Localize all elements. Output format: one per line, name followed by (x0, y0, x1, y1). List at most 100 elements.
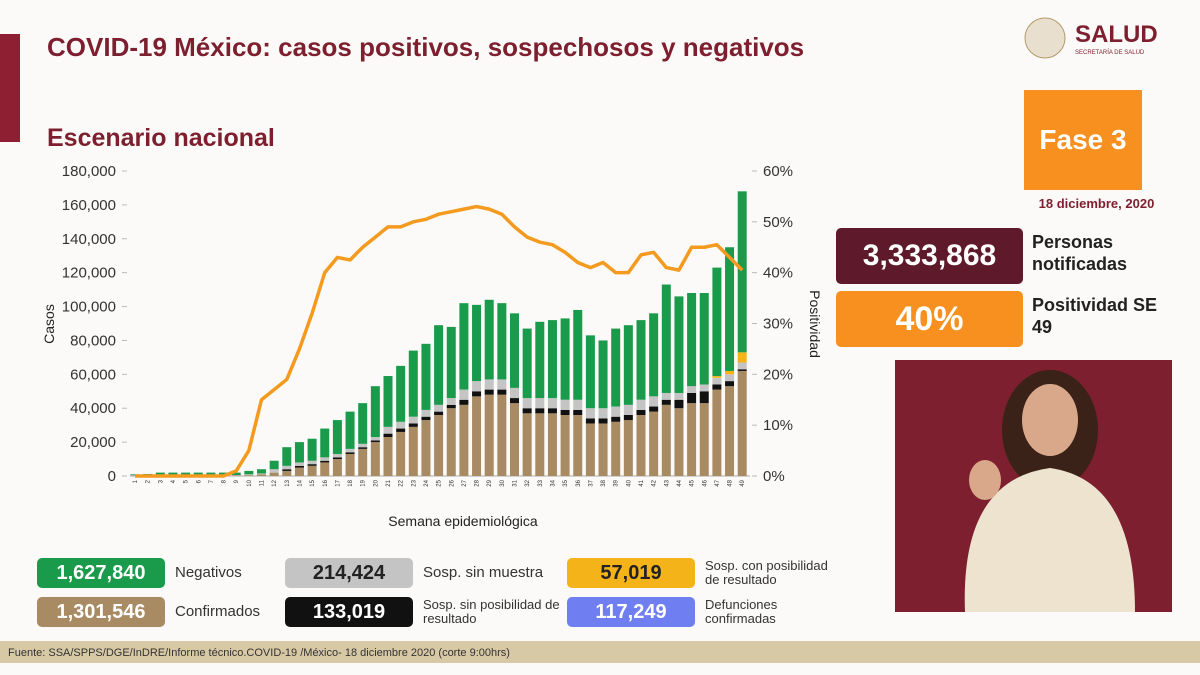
bar-segment (737, 362, 747, 370)
bar-segment (459, 303, 469, 390)
bar-segment (712, 389, 722, 476)
x-tick-label: 27 (462, 479, 468, 486)
x-tick-label: 8 (222, 479, 228, 483)
bar-segment (598, 408, 608, 419)
bar-segment (522, 408, 532, 414)
x-tick-label: 10 (247, 479, 253, 486)
bar-segment (484, 299, 494, 380)
bar-segment (510, 313, 519, 388)
x-tick-label: 33 (538, 479, 544, 486)
bar-segment (712, 267, 722, 377)
x-tick-label: 19 (361, 479, 367, 486)
bar-segment (282, 470, 292, 476)
bar-segment (345, 453, 355, 476)
hand (969, 460, 1001, 500)
bar-segment (497, 394, 507, 476)
bar-segment (522, 328, 532, 399)
bar-segment (712, 384, 722, 390)
bar-segment (231, 474, 241, 476)
x-tick-label: 5 (184, 479, 190, 483)
bar-segment (294, 442, 304, 463)
x-tick-label: 3 (158, 479, 164, 483)
bar-segment (446, 404, 456, 409)
bar-segment (434, 415, 444, 476)
bar-segment (725, 247, 735, 371)
bar-segment (699, 293, 709, 385)
bar-segment (611, 421, 621, 476)
x-tick-label: 9 (234, 479, 240, 483)
bar-segment (206, 472, 216, 475)
y-tick-label: 0 (108, 468, 116, 485)
x-tick-label: 39 (614, 479, 620, 486)
bar-segment (649, 396, 659, 407)
x-tick-label: 6 (196, 479, 202, 483)
y2-tick-label: 50% (763, 214, 793, 231)
x-tick-label: 24 (424, 479, 430, 486)
title: COVID-19 México: casos positivos, sospec… (47, 32, 804, 62)
bar-segment (725, 374, 735, 382)
deaths-label: Defunciones confirmadas (705, 597, 778, 626)
bar-segment (269, 460, 279, 470)
bar-segment (725, 386, 735, 476)
sweater (964, 468, 1135, 612)
x-tick-label: 11 (260, 479, 266, 486)
bar-segment (535, 321, 545, 399)
bar-segment (320, 457, 330, 461)
bar-segment (472, 304, 482, 382)
x-tick-label: 30 (500, 479, 506, 486)
bar-segment (737, 352, 747, 363)
x-tick-label: 46 (702, 479, 708, 486)
bar-segment (661, 392, 671, 400)
x-tick-label: 29 (487, 479, 493, 486)
bar-segment (396, 421, 406, 429)
bar-segment (699, 384, 709, 392)
bar-segment (421, 409, 431, 417)
y-tick-label: 100,000 (62, 299, 116, 316)
deaths-box: 117,249 (567, 597, 695, 627)
bar-segment (320, 460, 330, 463)
bar-segment (598, 340, 608, 409)
bar-segment (623, 404, 633, 415)
bar-segment (257, 474, 266, 476)
x-tick-label: 42 (652, 479, 658, 486)
y-tick-label: 120,000 (62, 265, 116, 282)
bar-segment (408, 426, 418, 476)
bar-segment (623, 415, 633, 421)
indicator-box: 3,333,868 (836, 228, 1023, 284)
bar-segment (674, 408, 684, 476)
bar-segment (358, 443, 368, 448)
bar-segment (661, 399, 671, 405)
bar-segment (547, 398, 557, 409)
bar-segment (396, 365, 406, 422)
legend-label: Confirmados (175, 603, 261, 620)
bar-segment (611, 406, 621, 417)
bar-segment (332, 453, 342, 458)
y-tick-label: 160,000 (62, 197, 116, 214)
bar-segment (332, 459, 342, 476)
bar-segment (472, 381, 482, 392)
bar-segment (459, 399, 469, 405)
x-tick-label: 12 (272, 479, 278, 486)
x-tick-label: 38 (601, 479, 607, 486)
bar-segment (168, 472, 178, 475)
x-tick-label: 22 (399, 479, 405, 486)
bar-segment (560, 318, 570, 400)
x-tick-label: 43 (664, 479, 670, 486)
x-tick-label: 16 (323, 479, 329, 486)
bar-segment (737, 369, 747, 371)
bar-segment (585, 335, 595, 409)
legend-label: Sosp. sin posibilidad de resultado (423, 597, 560, 626)
x-tick-label: 32 (525, 479, 531, 486)
x-tick-label: 48 (728, 479, 734, 486)
bar-segment (459, 389, 469, 400)
bar-segment (459, 404, 469, 476)
bar-segment (547, 408, 557, 414)
bar-segment (585, 423, 595, 476)
bar-segment (307, 460, 317, 465)
x-tick-label: 36 (576, 479, 582, 486)
phase-box: Fase 3 (1024, 90, 1142, 190)
bar-segment (383, 433, 393, 438)
legend-box: 133,019 (285, 597, 413, 627)
bar-segment (510, 398, 519, 404)
y-tick-label: 40,000 (70, 400, 116, 417)
